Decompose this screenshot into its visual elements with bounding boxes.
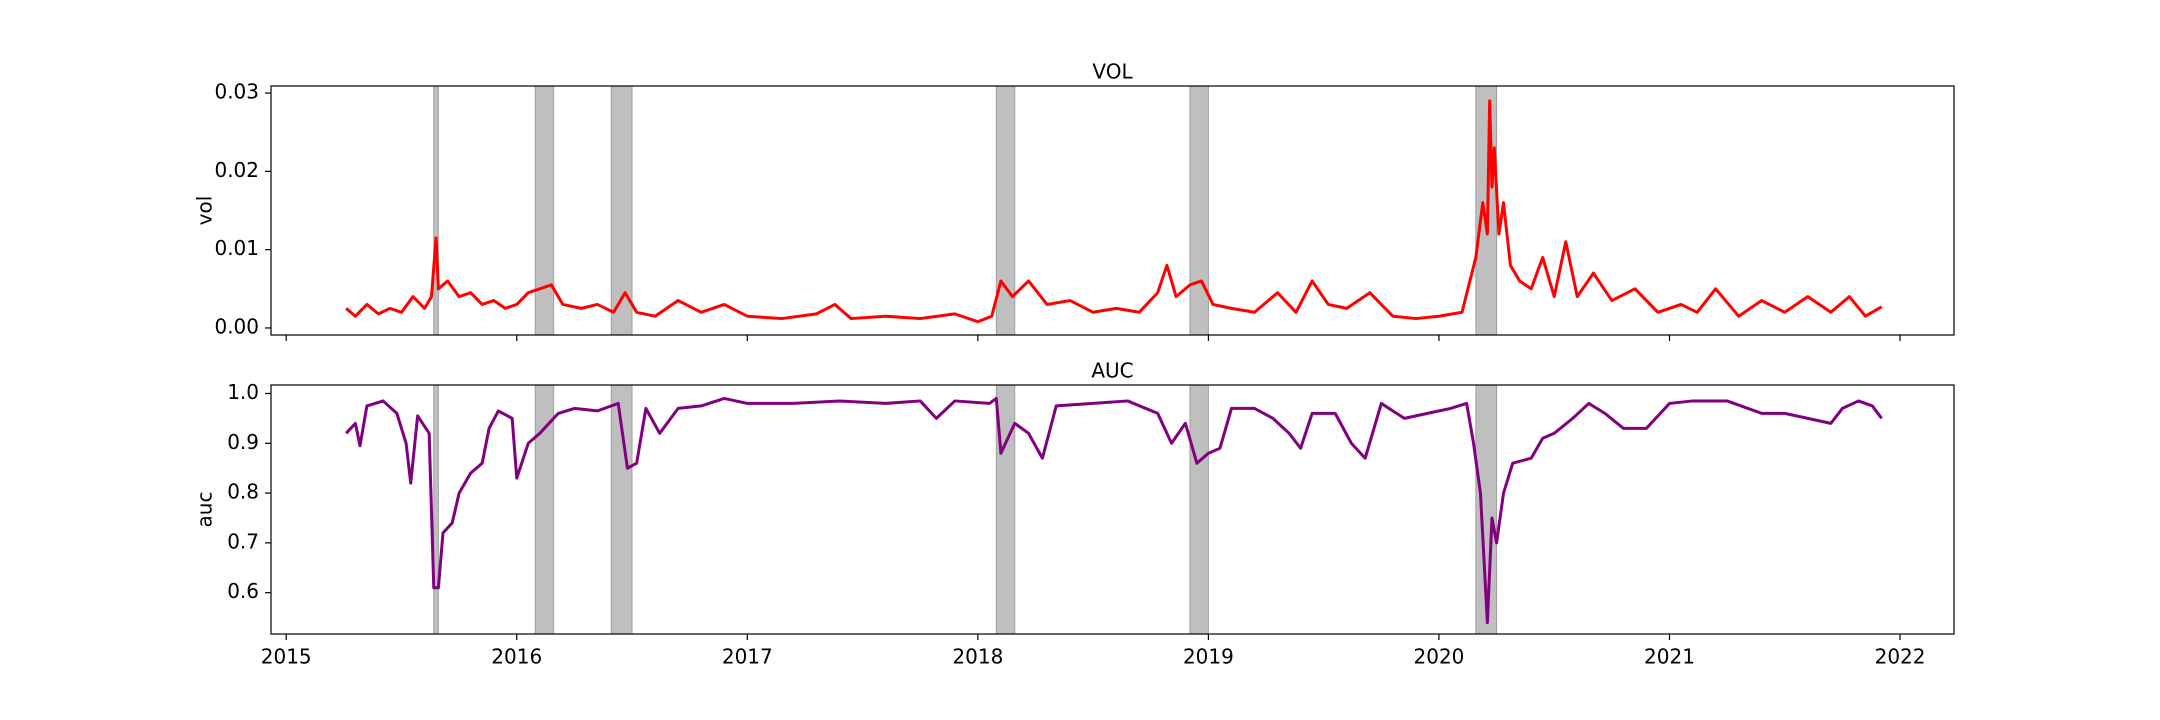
y-tick-label: 0.6 [227,579,259,603]
chart-title: VOL [1092,60,1133,84]
shaded-region [433,384,439,635]
chart-title: AUC [1091,359,1133,383]
y-tick-label: 0.01 [214,236,259,260]
y-tick-label: 0.00 [214,314,259,338]
y-tick-label: 0.7 [227,529,259,553]
y-tick-label: 0.03 [214,80,259,104]
data-line [345,396,1883,625]
x-tick-label: 2019 [1183,645,1234,669]
y-axis-label: auc [193,492,217,528]
y-tick-label: 0.02 [214,158,259,182]
y-tick-label: 1.0 [227,380,259,404]
shaded-region [1475,85,1498,336]
x-tick-label: 2018 [952,645,1003,669]
x-tick-label: 2020 [1414,645,1465,669]
shaded-region [534,85,555,336]
x-tick-label: 2017 [722,645,773,669]
shaded-region [1189,85,1209,336]
x-tick-label: 2016 [491,645,542,669]
y-axis-label: vol [193,196,217,226]
axes-frame [270,85,1955,336]
x-tick-label: 2021 [1644,645,1695,669]
y-tick-label: 0.8 [227,480,259,504]
y-tick-label: 0.9 [227,430,259,454]
x-tick-label: 2015 [261,645,312,669]
axes-frame [270,384,1955,635]
data-line [345,99,1883,324]
shaded-region [1189,384,1209,635]
shaded-region [433,85,439,336]
x-tick-label: 2022 [1875,645,1926,669]
